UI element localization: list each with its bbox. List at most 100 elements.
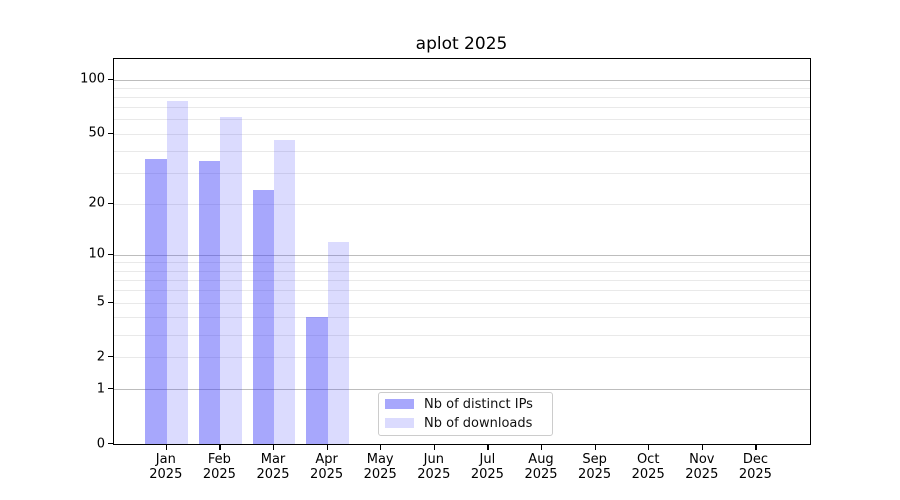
y-gridline-8 [114, 270, 810, 272]
x-tick-label-month: Feb [207, 452, 231, 467]
y-tick-label-5: 5 [96, 294, 105, 310]
x-tick-label-month: Dec [742, 452, 768, 467]
y-tick-50 [108, 132, 113, 134]
y-tick-label-100: 100 [80, 71, 105, 87]
y-gridline-80 [114, 97, 810, 98]
y-gridline-2 [114, 357, 810, 359]
x-tick-apr [326, 445, 328, 450]
x-tick-label-mar: Mar 2025 [243, 452, 303, 482]
y-gridline-20 [114, 203, 810, 205]
y-tick-5 [108, 301, 113, 303]
y-tick-label-1: 1 [96, 381, 105, 397]
x-tick-label-year: 2025 [578, 467, 612, 482]
x-tick-aug [541, 445, 543, 450]
x-tick-label-month: Jul [479, 452, 496, 467]
y-gridline-3 [114, 334, 810, 336]
x-tick-label-nov: Nov 2025 [672, 452, 732, 482]
x-tick-label-month: Sep [582, 452, 607, 467]
x-tick-label-apr: Apr 2025 [297, 452, 357, 482]
y-gridline-100 [114, 79, 810, 81]
y-tick-1 [108, 388, 113, 390]
chart-title: aplot 2025 [415, 34, 508, 54]
x-tick-label-jul: Jul 2025 [457, 452, 517, 482]
bar-downloads-apr [327, 241, 349, 444]
x-tick-label-year: 2025 [256, 467, 290, 482]
y-gridline-40 [114, 150, 810, 152]
x-tick-may [380, 445, 382, 450]
plot-area [113, 58, 811, 445]
y-tick-10 [108, 253, 113, 255]
x-tick-label-dec: Dec 2025 [725, 452, 785, 482]
bar-distinct-ips-feb [199, 161, 221, 444]
y-gridline-5 [114, 302, 810, 304]
y-tick-label-50: 50 [88, 125, 105, 141]
x-tick-label-month: Aug [528, 452, 554, 467]
legend-label-downloads: Nb of downloads [424, 415, 533, 431]
x-tick-label-year: 2025 [738, 467, 772, 482]
y-gridline-7 [114, 279, 810, 281]
x-tick-label-may: May 2025 [350, 452, 410, 482]
x-tick-feb [219, 445, 221, 450]
x-tick-label-month: Apr [315, 452, 338, 467]
x-tick-label-year: 2025 [685, 467, 719, 482]
x-tick-label-year: 2025 [417, 467, 451, 482]
x-tick-label-oct: Oct 2025 [618, 452, 678, 482]
x-tick-jul [487, 445, 489, 450]
x-tick-label-month: May [366, 452, 394, 467]
y-tick-label-0: 0 [96, 436, 105, 451]
legend-swatch-distinct-ips [385, 399, 414, 409]
y-gridline-60 [114, 119, 810, 121]
x-tick-oct [648, 445, 650, 450]
y-tick-0 [108, 443, 113, 445]
x-tick-label-year: 2025 [310, 467, 344, 482]
legend-item-distinct-ips: Nb of distinct IPs [385, 396, 533, 412]
y-gridline-9 [114, 262, 810, 264]
x-tick-label-feb: Feb 2025 [189, 452, 249, 482]
y-tick-100 [108, 78, 113, 80]
x-tick-label-aug: Aug 2025 [511, 452, 571, 482]
x-tick-label-year: 2025 [149, 467, 183, 482]
y-tick-label-20: 20 [88, 195, 105, 211]
bar-downloads-feb [220, 116, 242, 444]
x-tick-label-month: Oct [636, 452, 660, 467]
y-gridline-90 [114, 87, 810, 89]
legend-item-downloads: Nb of downloads [385, 415, 533, 431]
bar-downloads-jan [166, 101, 189, 444]
x-tick-label-month: Nov [689, 452, 715, 467]
x-tick-label-year: 2025 [363, 467, 397, 482]
legend-swatch-downloads [385, 418, 414, 428]
x-tick-label-year: 2025 [524, 467, 558, 482]
bar-downloads-mar [274, 140, 296, 444]
bar-distinct-ips-mar [252, 189, 274, 444]
x-tick-sep [594, 445, 596, 450]
x-tick-label-month: Jun [423, 452, 444, 467]
y-tick-label-10: 10 [88, 246, 105, 262]
y-gridline-30 [114, 172, 810, 174]
y-gridline-50 [114, 133, 810, 135]
y-tick-20 [108, 202, 113, 204]
x-tick-dec [755, 445, 757, 450]
x-tick-jun [433, 445, 435, 450]
x-tick-jan [165, 445, 167, 450]
y-gridline-70 [114, 107, 810, 109]
x-tick-label-jun: Jun 2025 [404, 452, 464, 482]
x-tick-label-year: 2025 [470, 467, 504, 482]
y-gridline-6 [114, 290, 810, 292]
y-tick-2 [108, 356, 113, 358]
x-tick-label-year: 2025 [631, 467, 665, 482]
legend: Nb of distinct IPs Nb of downloads [378, 392, 553, 436]
x-tick-label-year: 2025 [202, 467, 236, 482]
x-tick-label-jan: Jan 2025 [136, 452, 196, 482]
x-tick-nov [701, 445, 703, 450]
bar-distinct-ips-jan [145, 158, 167, 444]
x-tick-label-month: Mar [260, 452, 286, 467]
bar-distinct-ips-apr [306, 316, 328, 444]
x-tick-label-month: Jan [155, 452, 176, 467]
x-tick-label-sep: Sep 2025 [565, 452, 625, 482]
y-gridline-4 [114, 316, 810, 318]
legend-label-distinct-ips: Nb of distinct IPs [424, 396, 533, 412]
y-tick-label-2: 2 [96, 349, 105, 365]
x-tick-mar [273, 445, 275, 450]
y-gridline-10 [114, 254, 810, 256]
